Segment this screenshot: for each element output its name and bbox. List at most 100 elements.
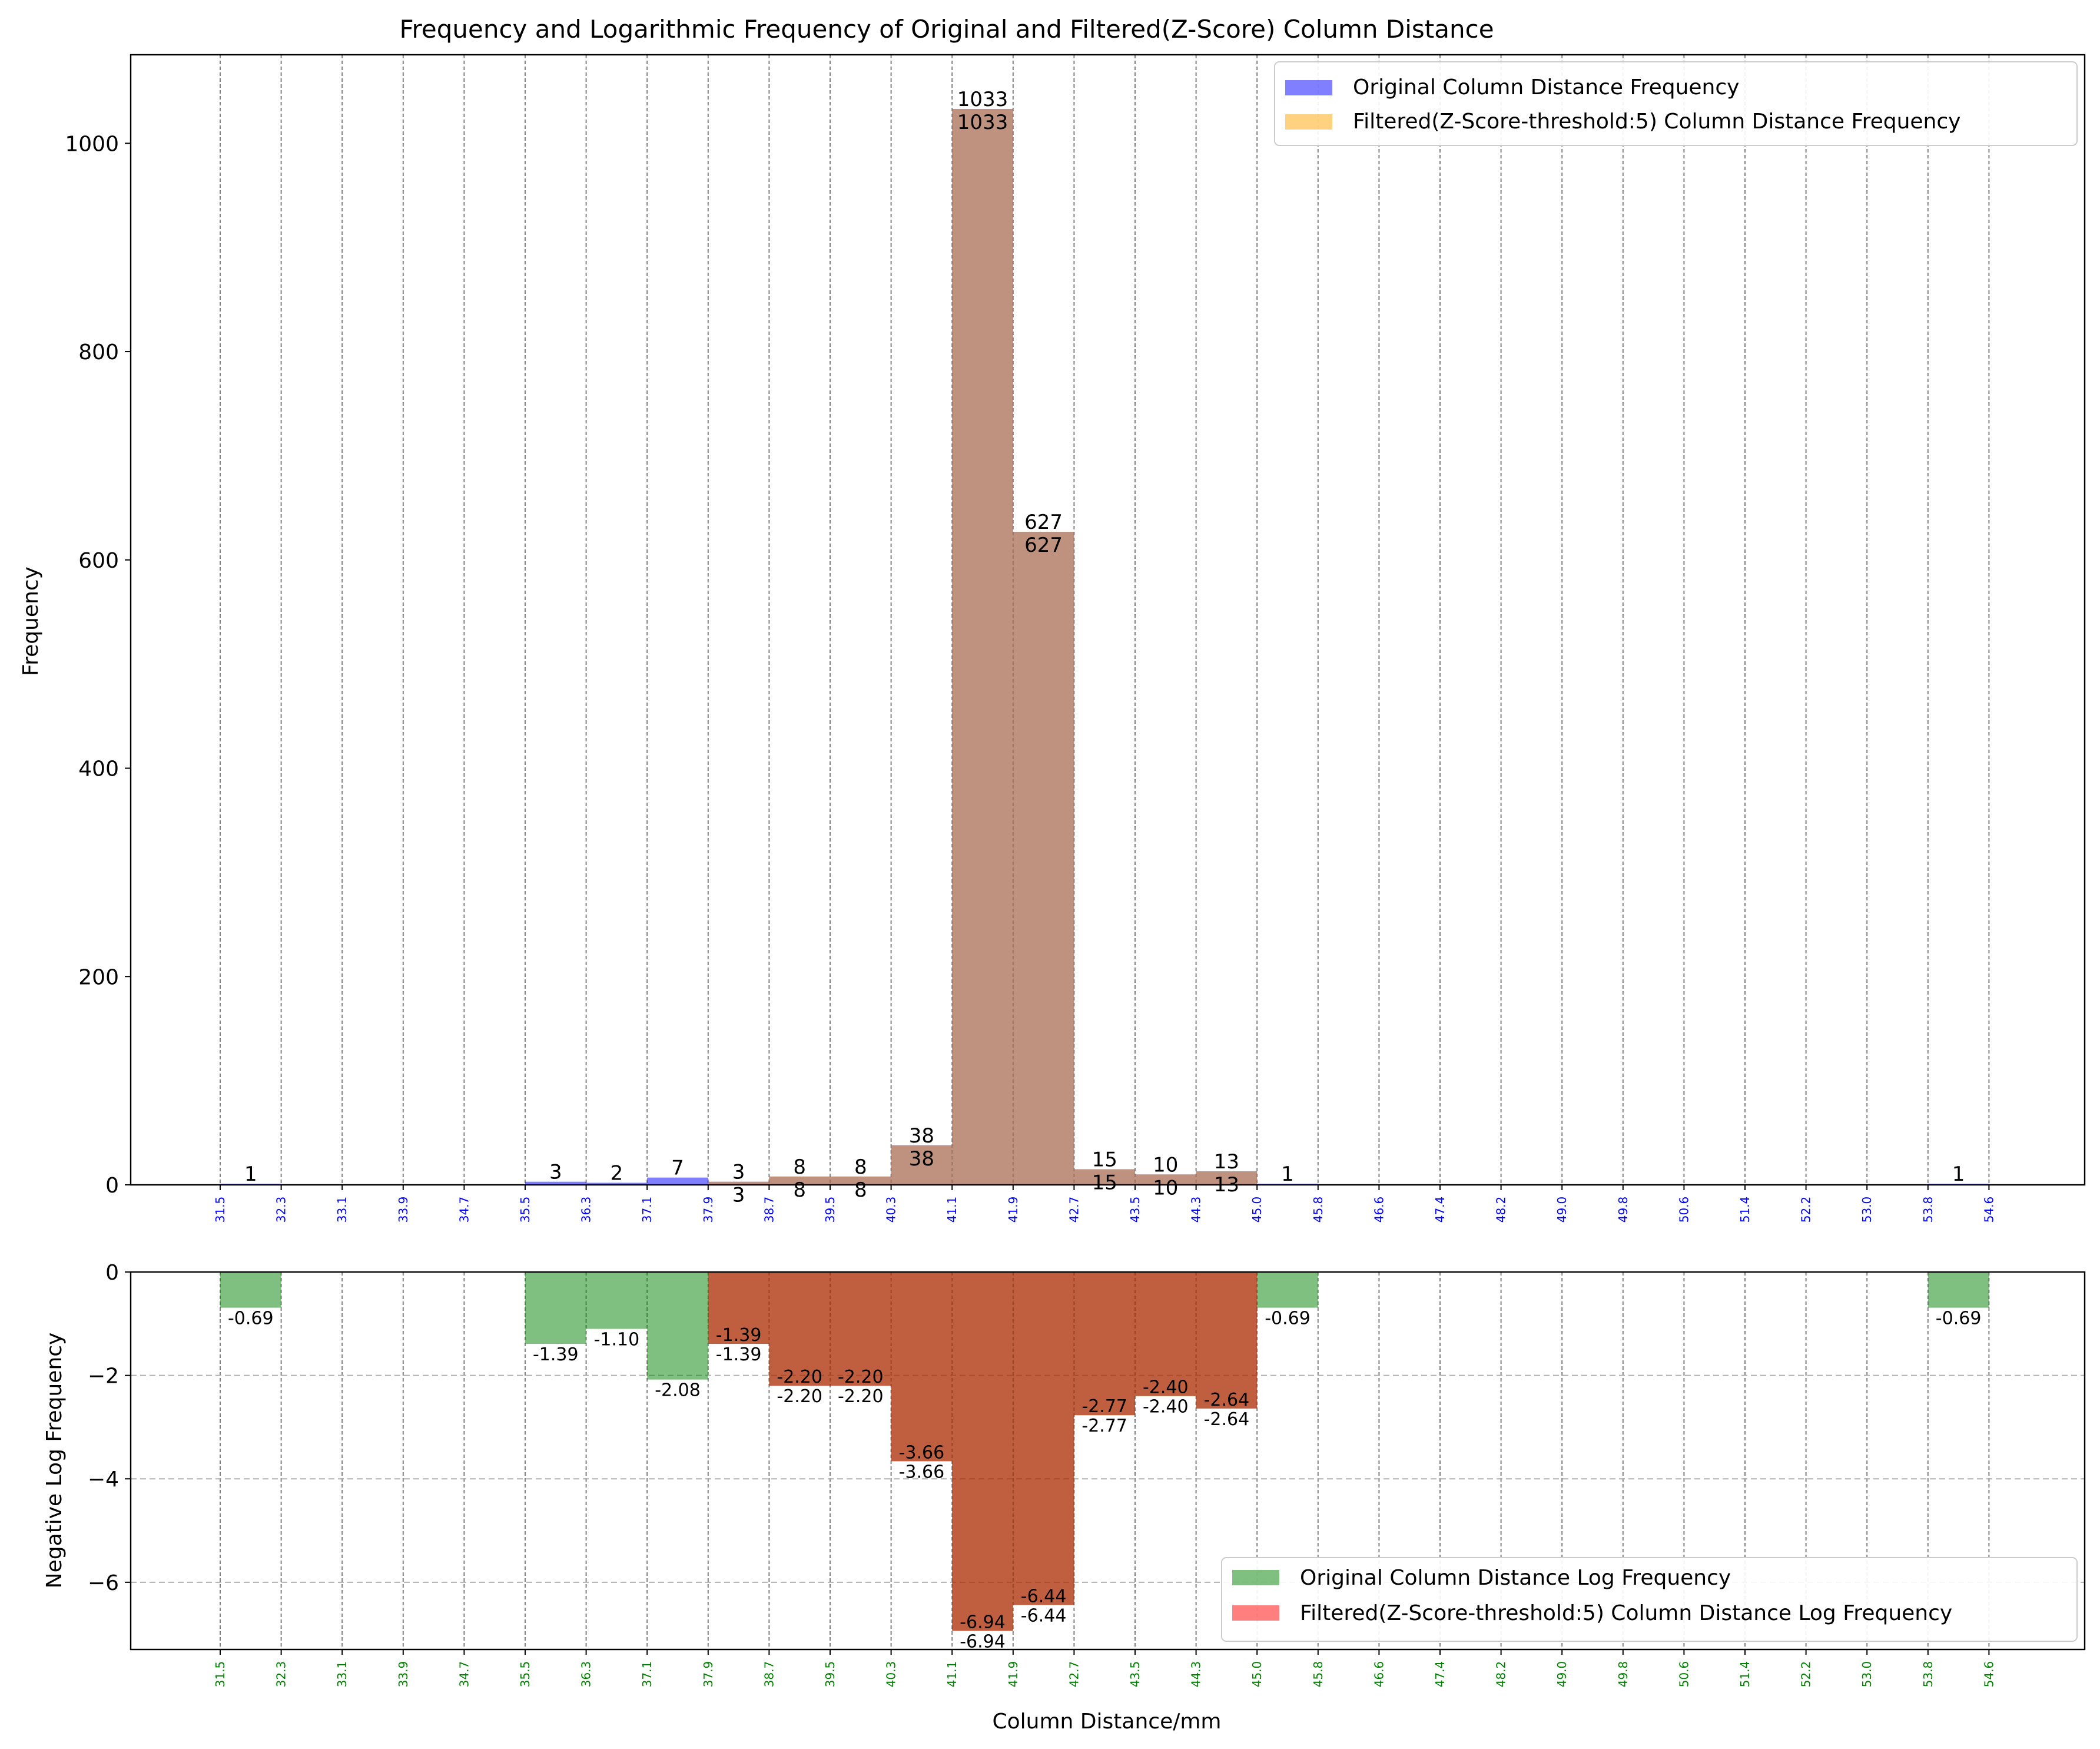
x-tick-label: 35.5	[518, 1661, 532, 1688]
top-x-ticks: 31.5 32.3 33.1 33.9 34.7 35.5 36.3 37.1 37.9 38.7…	[213, 1185, 1996, 1223]
data-label-filtered: -2.20	[838, 1367, 884, 1387]
bar-filtered	[1013, 1272, 1074, 1605]
x-tick-label: 54.6	[1982, 1197, 1996, 1223]
data-label-original: -6.94	[960, 1631, 1006, 1652]
x-tick-label: 38.7	[762, 1197, 776, 1223]
legend-swatch-original-log	[1232, 1570, 1279, 1585]
x-tick-label: 41.9	[1006, 1661, 1020, 1688]
data-label-original: -0.69	[228, 1309, 274, 1329]
legend-label-original-log: Original Column Distance Log Frequency	[1300, 1566, 1731, 1590]
data-label-filtered: -6.44	[1021, 1586, 1067, 1606]
y-tick-label: 800	[78, 340, 119, 365]
x-tick-label: 54.6	[1982, 1661, 1996, 1688]
x-tick-label: 40.3	[884, 1197, 898, 1223]
bottom-legend-box	[1221, 1557, 2078, 1642]
x-tick-label: 43.5	[1128, 1197, 1142, 1223]
bar-filtered	[830, 1176, 891, 1185]
x-tick-label: 33.1	[335, 1661, 349, 1688]
top-legend-box	[1274, 61, 2078, 146]
x-tick-label: 50.6	[1677, 1661, 1691, 1688]
data-label-original: 1	[1281, 1162, 1294, 1186]
x-tick-label: 41.1	[945, 1661, 959, 1688]
data-label-original: -0.69	[1265, 1309, 1311, 1329]
data-label-filtered: -2.64	[1204, 1390, 1250, 1410]
x-tick-label: 37.1	[640, 1197, 654, 1223]
x-tick-label: 42.7	[1067, 1661, 1081, 1688]
data-label-original: -2.64	[1204, 1409, 1250, 1430]
bar-original	[220, 1272, 281, 1308]
bar-filtered	[952, 1272, 1013, 1631]
bar-filtered	[1135, 1174, 1196, 1185]
x-tick-label: 49.0	[1555, 1197, 1569, 1223]
chart-title: Frequency and Logarithmic Frequency of O…	[399, 15, 1494, 44]
x-tick-label: 36.3	[579, 1661, 593, 1688]
bar-original	[525, 1181, 586, 1185]
x-tick-label: 49.8	[1616, 1197, 1630, 1223]
legend-label-filtered-log: Filtered(Z-Score-threshold:5) Column Dis…	[1300, 1601, 1952, 1625]
data-label-filtered: 8	[793, 1178, 806, 1202]
x-tick-label: 40.3	[884, 1661, 898, 1688]
x-tick-label: 51.4	[1738, 1661, 1752, 1688]
data-label-filtered: 10	[1153, 1176, 1178, 1200]
x-tick-label: 45.0	[1250, 1661, 1264, 1688]
x-tick-label: 33.9	[396, 1661, 410, 1688]
x-tick-label: 47.4	[1433, 1197, 1447, 1223]
x-axis-label: Column Distance/mm	[993, 1710, 1222, 1734]
data-label-filtered: -6.94	[960, 1612, 1006, 1632]
bar-filtered	[891, 1272, 953, 1462]
legend-swatch-filtered	[1285, 114, 1332, 130]
bottom-y-ticks: −6 −4 −2 0	[88, 1261, 131, 1595]
y-tick-label: 0	[105, 1261, 119, 1285]
data-label-original: -2.77	[1081, 1416, 1127, 1436]
y-tick-label: −2	[88, 1364, 119, 1389]
x-tick-label: 42.7	[1067, 1197, 1081, 1223]
bar-filtered	[1196, 1272, 1258, 1409]
data-label-original: -2.20	[838, 1386, 884, 1407]
bar-original	[647, 1177, 708, 1185]
data-label-original: -1.10	[594, 1330, 640, 1350]
x-tick-label: 47.4	[1433, 1661, 1447, 1688]
bar-original	[647, 1272, 708, 1380]
y-tick-label: 200	[78, 965, 119, 989]
data-label-filtered: 8	[854, 1178, 867, 1202]
x-tick-label: 49.0	[1555, 1661, 1569, 1688]
data-label-filtered: 1033	[957, 111, 1008, 134]
bottom-panel: -0.69-1.39-1.10-2.08-1.39-2.20 -2.20-3.66…	[42, 1261, 2086, 1734]
x-tick-label: 41.9	[1006, 1197, 1020, 1223]
data-label-original: 1	[244, 1162, 257, 1186]
bar-filtered	[952, 108, 1013, 1185]
bar-filtered	[769, 1272, 830, 1386]
bar-filtered	[1135, 1272, 1196, 1396]
x-tick-label: 34.7	[457, 1197, 471, 1223]
x-tick-label: 52.2	[1799, 1661, 1813, 1688]
bar-filtered	[1196, 1171, 1258, 1185]
data-label-filtered: -2.40	[1143, 1377, 1189, 1398]
bottom-legend: Original Column Distance Log Frequency F…	[1221, 1557, 2078, 1642]
x-tick-label: 44.3	[1189, 1661, 1203, 1688]
x-tick-label: 53.8	[1921, 1197, 1935, 1223]
data-label-filtered: -2.77	[1081, 1396, 1127, 1417]
x-tick-label: 33.9	[396, 1197, 410, 1223]
data-label-original: -1.39	[533, 1344, 579, 1365]
data-label-original: -2.40	[1143, 1397, 1189, 1417]
data-label-original: 1	[1952, 1162, 1965, 1186]
x-tick-label: 53.0	[1860, 1197, 1874, 1223]
data-label-original: 2	[611, 1161, 623, 1185]
data-label-filtered: -3.66	[899, 1442, 945, 1463]
data-label-original: 3	[549, 1161, 562, 1184]
x-tick-label: 32.3	[274, 1197, 288, 1223]
bottom-data-labels: -0.69-1.39-1.10-2.08-1.39-2.20 -2.20-3.66…	[228, 1309, 1981, 1652]
bar-filtered	[708, 1272, 769, 1344]
data-label-filtered: 627	[1024, 534, 1063, 557]
x-tick-label: 33.1	[335, 1197, 349, 1223]
data-label-original: 15	[1092, 1148, 1117, 1171]
data-label-original: 10	[1153, 1153, 1178, 1177]
x-tick-label: 39.5	[823, 1661, 837, 1688]
x-tick-label: 31.5	[213, 1197, 227, 1223]
bottom-plot-frame	[130, 1271, 2086, 1651]
x-tick-label: 34.7	[457, 1661, 471, 1688]
data-label-original: 8	[854, 1155, 867, 1179]
top-plot-frame	[130, 54, 2086, 1186]
x-tick-label: 46.6	[1372, 1661, 1386, 1688]
